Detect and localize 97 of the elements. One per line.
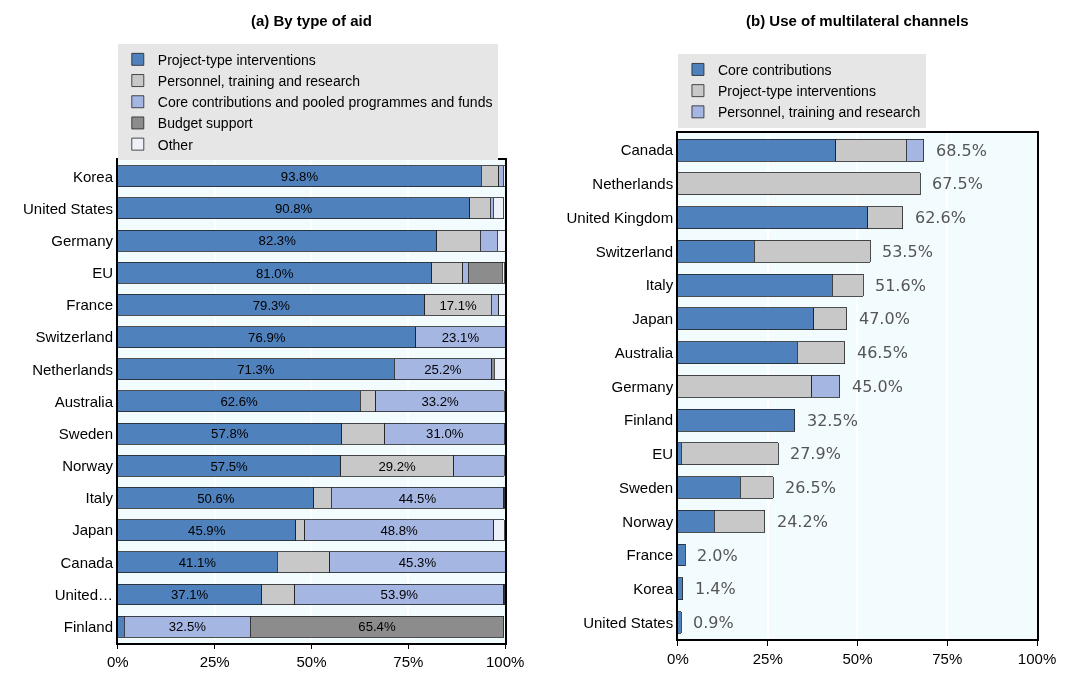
y-tick-label: Germany: [611, 377, 674, 395]
data-label: 62.6%: [220, 394, 258, 410]
y-tick-label: Japan: [632, 310, 674, 328]
legend-label: Budget support: [157, 115, 253, 132]
data-label: 31.0%: [426, 426, 464, 442]
data-label: 44.5%: [398, 490, 437, 506]
y-tick-label: Korea: [73, 167, 114, 185]
legend-label: Other: [157, 136, 194, 153]
data-label: 65.4%: [358, 619, 396, 635]
chart-title: (b) Use of multilateral channels: [746, 12, 969, 29]
y-tick-label: Netherlands: [592, 175, 674, 193]
x-tick-label: 75%: [932, 650, 963, 668]
total-label: 68.5%: [936, 141, 987, 160]
bar: [680, 442, 779, 466]
total-label: 62.6%: [915, 208, 966, 227]
data-label: 57.8%: [211, 426, 249, 442]
y-tick-label: France: [66, 296, 114, 314]
data-label: 57.5%: [210, 458, 249, 474]
legend-label: Personnel, training and research: [717, 104, 921, 121]
y-tick-label: Netherlands: [32, 360, 114, 378]
y-tick-label: Canada: [60, 553, 114, 571]
y-tick-label: Norway: [62, 457, 114, 475]
data-label: 29.2%: [378, 458, 417, 474]
data-label: 90.8%: [275, 201, 313, 217]
y-tick-label: Norway: [622, 512, 674, 530]
x-tick-label: 25%: [199, 653, 230, 671]
legend-label: Project-type interventions: [717, 83, 876, 100]
total-label: 32.5%: [807, 411, 858, 430]
y-tick-label: Australia: [54, 392, 114, 410]
bar: [677, 408, 796, 432]
y-tick-label: Italy: [645, 276, 674, 294]
y-tick-label: Finland: [63, 617, 114, 635]
total-label: 1.4%: [695, 579, 736, 598]
x-tick-label: 25%: [752, 650, 783, 668]
x-tick-label: 50%: [842, 650, 873, 668]
total-label: 27.9%: [790, 444, 841, 463]
x-tick-label: 50%: [296, 653, 327, 671]
legend-label: Project-type interventions: [157, 51, 316, 68]
total-label: 47.0%: [859, 309, 910, 328]
y-tick-label: Germany: [51, 231, 114, 249]
y-tick-label: United Kingdom: [566, 208, 674, 226]
total-label: 2.0%: [697, 546, 738, 565]
y-tick-label: United States: [22, 199, 114, 217]
data-label: 93.8%: [280, 169, 319, 185]
legend-label: Core contributions: [717, 61, 832, 78]
total-label: 0.9%: [693, 613, 734, 632]
bar: [677, 577, 684, 601]
data-label: 81.0%: [256, 265, 294, 281]
x-tick-label: 100%: [1017, 650, 1057, 668]
data-label: 25.2%: [424, 362, 462, 378]
data-label: 41.1%: [178, 555, 217, 571]
total-label: 53.5%: [882, 242, 933, 261]
total-label: 51.6%: [875, 276, 926, 295]
data-label: 48.8%: [380, 522, 418, 538]
data-label: 32.5%: [168, 619, 207, 635]
data-label: 23.1%: [441, 329, 480, 345]
data-label: 79.3%: [252, 297, 291, 313]
y-tick-label: Switzerland: [35, 328, 114, 346]
x-tick-label: 100%: [486, 653, 525, 671]
data-label: 37.1%: [171, 587, 209, 603]
x-tick-label: 75%: [393, 653, 424, 671]
total-label: 67.5%: [932, 174, 983, 193]
total-label: 26.5%: [785, 478, 836, 497]
data-label: 76.9%: [248, 329, 286, 345]
y-tick-label: Switzerland: [595, 242, 674, 260]
data-label: 82.3%: [258, 233, 297, 249]
legend-label: Personnel, training and research: [157, 73, 361, 89]
bar: [677, 611, 682, 634]
y-tick-label: United States: [583, 613, 674, 631]
data-label: 33.2%: [421, 394, 460, 410]
y-tick-label: Italy: [85, 489, 114, 507]
y-tick-label: Korea: [633, 579, 674, 597]
chart-title: (a) By type of aid: [251, 12, 372, 29]
total-label: 45.0%: [852, 377, 903, 396]
y-tick-label: Japan: [72, 521, 114, 539]
bar: [677, 543, 686, 567]
y-tick-label: Canada: [620, 141, 674, 159]
data-label: 50.6%: [197, 490, 235, 506]
data-label: 45.3%: [398, 555, 437, 571]
y-tick-label: EU: [652, 445, 674, 463]
data-label: 53.9%: [380, 587, 419, 603]
total-label: 46.5%: [857, 343, 908, 362]
data-label: 17.1%: [439, 297, 478, 313]
data-label: 71.3%: [237, 362, 275, 378]
bar: [677, 172, 921, 196]
legend-label: Core contributions and pooled programmes and funds: [157, 94, 493, 111]
x-tick-label: 0%: [106, 653, 129, 671]
y-tick-label: Australia: [614, 343, 674, 361]
data-label: 45.9%: [188, 522, 226, 538]
y-tick-label: EU: [92, 264, 114, 282]
x-tick-label: 0%: [667, 650, 689, 668]
y-tick-label: France: [626, 546, 674, 564]
total-label: 24.2%: [777, 512, 828, 531]
y-tick-label: Sweden: [58, 424, 114, 442]
y-tick-label: Finland: [623, 411, 674, 429]
y-tick-label: United…: [54, 585, 114, 603]
y-tick-label: Sweden: [618, 478, 674, 496]
